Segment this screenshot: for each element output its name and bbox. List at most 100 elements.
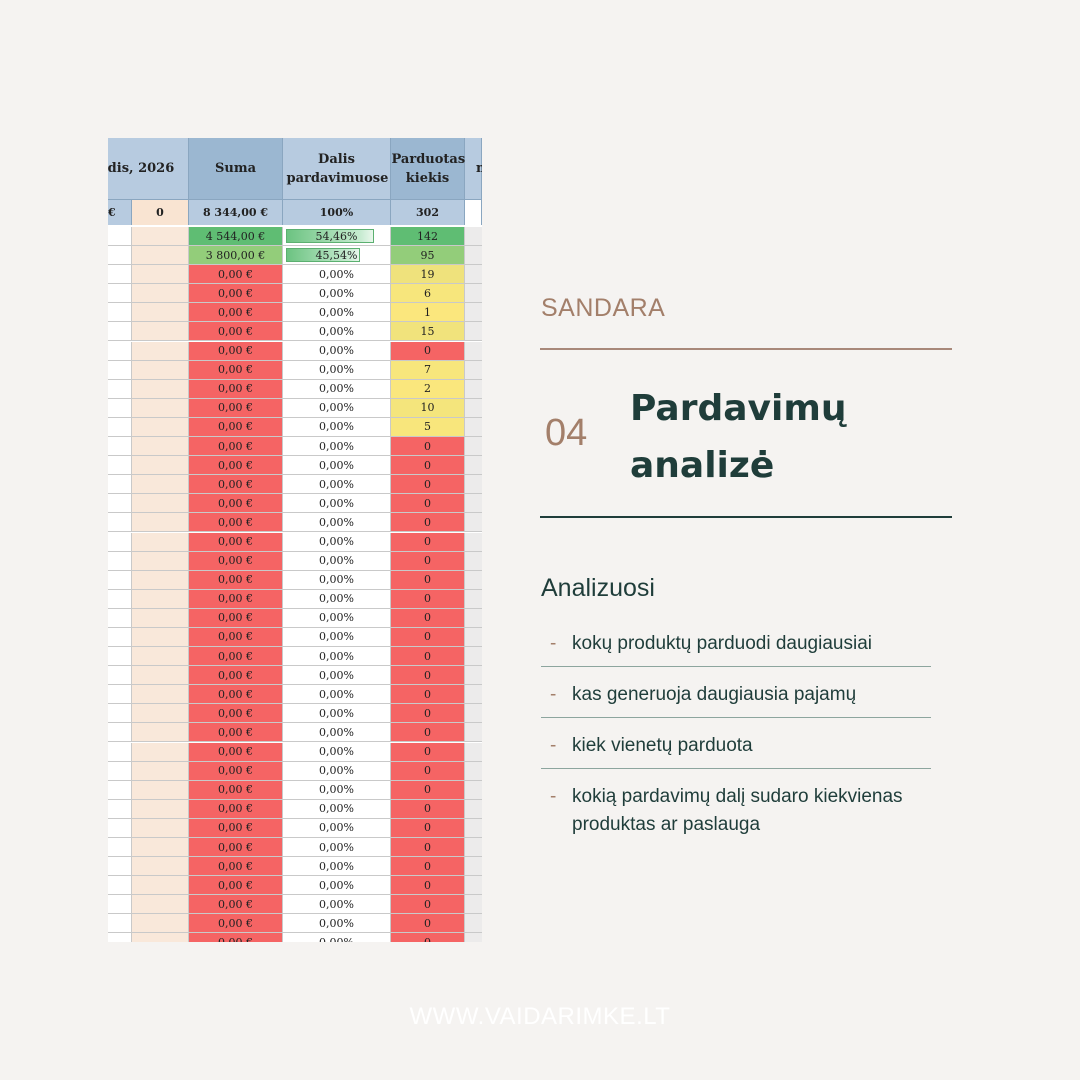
cell-share[interactable]: 54,46% xyxy=(283,227,391,246)
cell-sum[interactable]: 0,00 € xyxy=(189,360,283,380)
cell-share[interactable]: 0,00% xyxy=(283,818,391,838)
cell-blank[interactable] xyxy=(108,513,132,533)
cell-sum[interactable]: 0,00 € xyxy=(189,685,283,705)
cell-sum[interactable]: 0,00 € xyxy=(189,456,283,476)
cell-period[interactable] xyxy=(132,284,189,304)
cell-next[interactable] xyxy=(465,227,482,246)
cell-sum[interactable]: 0,00 € xyxy=(189,838,283,857)
cell-qty[interactable]: 0 xyxy=(391,589,465,609)
cell-blank[interactable] xyxy=(108,704,132,724)
header-period[interactable]: odis, 2026 xyxy=(108,138,189,199)
cell-blank[interactable] xyxy=(108,742,132,762)
cell-blank[interactable] xyxy=(108,360,132,380)
cell-next[interactable] xyxy=(465,379,482,399)
cell-next[interactable] xyxy=(465,857,482,877)
cell-blank[interactable] xyxy=(108,685,132,705)
cell-sum[interactable]: 0,00 € xyxy=(189,513,283,533)
cell-blank[interactable] xyxy=(108,818,132,838)
cell-next[interactable] xyxy=(465,704,482,724)
cell-next[interactable] xyxy=(465,494,482,514)
cell-share[interactable]: 0,00% xyxy=(283,742,391,762)
cell-qty[interactable]: 0 xyxy=(391,799,465,819)
cell-blank[interactable] xyxy=(108,475,132,495)
cell-next[interactable] xyxy=(465,551,482,571)
cell-next[interactable] xyxy=(465,265,482,285)
cell-blank[interactable] xyxy=(108,895,132,915)
cell-next[interactable] xyxy=(465,322,482,342)
cell-qty[interactable]: 0 xyxy=(391,627,465,647)
cell-sum[interactable]: 0,00 € xyxy=(189,475,283,495)
cell-share[interactable]: 0,00% xyxy=(283,895,391,915)
cell-share[interactable]: 0,00% xyxy=(283,799,391,819)
cell-share[interactable]: 0,00% xyxy=(283,876,391,896)
cell-next[interactable] xyxy=(465,532,482,552)
cell-share[interactable]: 0,00% xyxy=(283,494,391,514)
cell-share[interactable]: 0,00% xyxy=(283,360,391,380)
cell-sum[interactable]: 0,00 € xyxy=(189,876,283,896)
cell-next[interactable] xyxy=(465,456,482,476)
cell-qty[interactable]: 0 xyxy=(391,666,465,686)
cell-period[interactable] xyxy=(132,838,189,857)
cell-qty[interactable]: 0 xyxy=(391,895,465,915)
cell-next[interactable] xyxy=(465,914,482,934)
cell-period[interactable] xyxy=(132,322,189,342)
cell-share[interactable]: 0,00% xyxy=(283,341,391,361)
cell-qty[interactable]: 0 xyxy=(391,914,465,934)
cell-qty[interactable]: 5 xyxy=(391,417,465,437)
cell-qty[interactable]: 0 xyxy=(391,341,465,361)
cell-qty[interactable]: 0 xyxy=(391,876,465,896)
cell-share[interactable]: 0,00% xyxy=(283,417,391,437)
cell-qty[interactable]: 0 xyxy=(391,685,465,705)
cell-next[interactable] xyxy=(465,475,482,495)
cell-blank[interactable] xyxy=(108,379,132,399)
cell-share[interactable]: 0,00% xyxy=(283,608,391,628)
cell-qty[interactable]: 2 xyxy=(391,379,465,399)
cell-period[interactable] xyxy=(132,627,189,647)
cell-blank[interactable] xyxy=(108,417,132,437)
cell-share[interactable]: 0,00% xyxy=(283,265,391,285)
cell-sum[interactable]: 0,00 € xyxy=(189,818,283,838)
cell-next[interactable] xyxy=(465,398,482,418)
cell-next[interactable] xyxy=(465,895,482,915)
header-qty[interactable]: Parduotas kiekis xyxy=(391,138,465,199)
cell-blank[interactable] xyxy=(108,608,132,628)
cell-sum[interactable]: 0,00 € xyxy=(189,704,283,724)
cell-next[interactable] xyxy=(465,685,482,705)
cell-blank[interactable] xyxy=(108,876,132,896)
cell-qty[interactable]: 10 xyxy=(391,398,465,418)
cell-blank[interactable] xyxy=(108,494,132,514)
cell-share[interactable]: 0,00% xyxy=(283,475,391,495)
cell-sum[interactable]: 0,00 € xyxy=(189,742,283,762)
cell-sum[interactable]: 0,00 € xyxy=(189,723,283,743)
cell-sum[interactable]: 4 544,00 € xyxy=(189,227,283,246)
cell-period[interactable] xyxy=(132,876,189,896)
cell-next[interactable] xyxy=(465,742,482,762)
cell-period[interactable] xyxy=(132,265,189,285)
cell-sum[interactable]: 0,00 € xyxy=(189,761,283,781)
cell-share[interactable]: 0,00% xyxy=(283,838,391,857)
cell-period[interactable] xyxy=(132,608,189,628)
cell-sum[interactable]: 0,00 € xyxy=(189,895,283,915)
cell-qty[interactable]: 0 xyxy=(391,761,465,781)
cell-blank[interactable] xyxy=(108,456,132,476)
cell-sum[interactable]: 0,00 € xyxy=(189,341,283,361)
cell-share[interactable]: 0,00% xyxy=(283,780,391,800)
cell-share[interactable]: 0,00% xyxy=(283,456,391,476)
cell-period[interactable] xyxy=(132,780,189,800)
cell-sum[interactable]: 0,00 € xyxy=(189,914,283,934)
cell-blank[interactable] xyxy=(108,857,132,877)
cell-blank[interactable] xyxy=(108,303,132,323)
cell-qty[interactable]: 0 xyxy=(391,723,465,743)
cell-blank[interactable] xyxy=(108,284,132,304)
cell-period[interactable] xyxy=(132,761,189,781)
cell-period[interactable] xyxy=(132,437,189,457)
cell-next[interactable] xyxy=(465,780,482,800)
cell-sum[interactable]: 0,00 € xyxy=(189,417,283,437)
cell-blank[interactable] xyxy=(108,437,132,457)
cell-blank[interactable] xyxy=(108,551,132,571)
cell-sum[interactable]: 0,00 € xyxy=(189,398,283,418)
cell-period[interactable] xyxy=(132,456,189,476)
cell-sum[interactable]: 0,00 € xyxy=(189,608,283,628)
cell-qty[interactable]: 0 xyxy=(391,437,465,457)
cell-blank[interactable] xyxy=(108,761,132,781)
